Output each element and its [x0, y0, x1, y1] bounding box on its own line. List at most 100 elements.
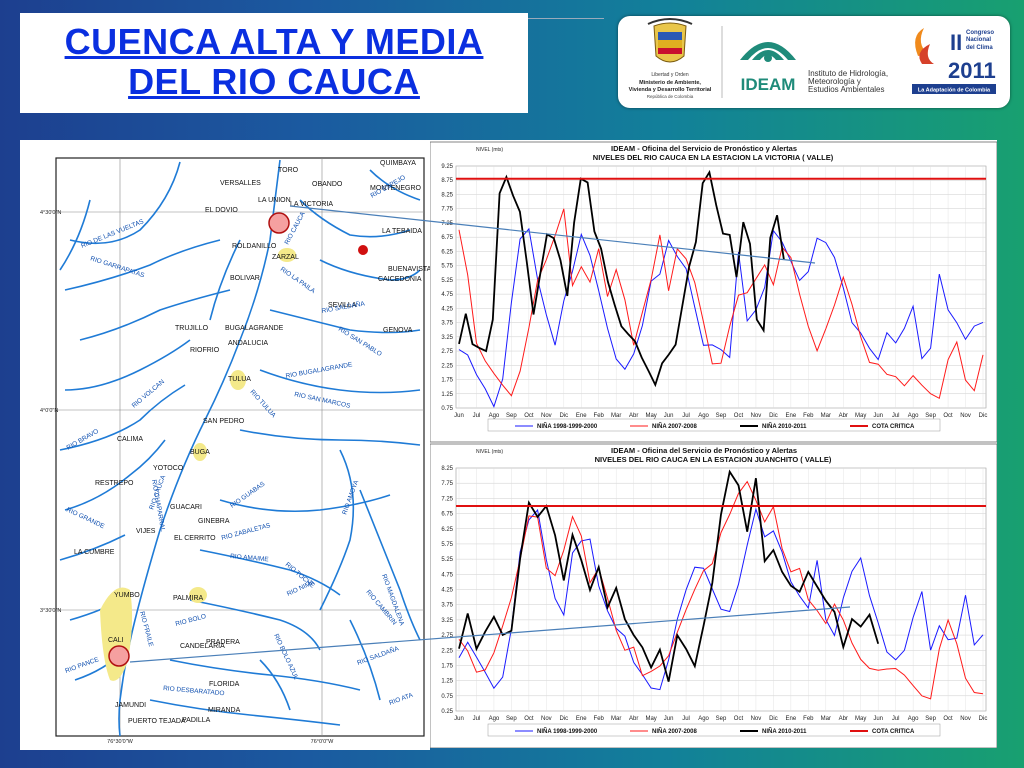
y-tick-label: 6.75	[441, 512, 453, 518]
map-town-label: MIRANDA	[208, 707, 241, 714]
ideam-wordmark: IDEAM	[741, 75, 796, 94]
level-charts-panel: IDEAM - Oficina del Servicio de Pronósti…	[429, 140, 998, 749]
x-tick-label: May	[645, 413, 656, 419]
x-tick-label: Abr	[629, 716, 638, 722]
map-town-label: ROLDANILLO	[232, 243, 277, 250]
map-town-label: TORO	[278, 167, 299, 174]
x-tick-label: Feb	[803, 716, 814, 722]
x-tick-label: Dic	[769, 716, 778, 722]
station-la-victoria-marker	[268, 212, 290, 234]
ministry-country: República de Colombia	[647, 94, 694, 99]
x-tick-label: Dic	[979, 716, 988, 722]
x-tick-label: May	[855, 716, 866, 722]
map-river-label: RIO AMAIME	[230, 553, 270, 563]
y-tick-label: 6.25	[441, 527, 453, 533]
x-tick-label: Ago	[908, 413, 919, 419]
chart-ylabel: NIVEL (mts)	[476, 449, 503, 455]
y-tick-label: 1.75	[441, 378, 453, 384]
y-tick-label: 4.75	[441, 292, 453, 298]
x-tick-label: May	[855, 413, 866, 419]
x-tick-label: Mar	[821, 716, 831, 722]
x-tick-label: Sep	[925, 716, 936, 722]
x-tick-label: Dic	[979, 413, 988, 419]
legend-label: NIÑA 2007-2008	[652, 728, 697, 735]
x-tick-label: Feb	[803, 413, 814, 419]
series-line-2	[458, 480, 984, 700]
y-tick-label: 0.25	[441, 709, 453, 715]
slide-title-line-1: CUENCA ALTA Y MEDIA	[64, 21, 484, 62]
y-tick-label: 5.75	[441, 264, 453, 270]
legend-label: NIÑA 1998-1999-2000	[537, 423, 598, 430]
ideam-sub-3: Estudios Ambientales	[808, 85, 885, 94]
map-town-label: SEVILLA	[328, 302, 357, 309]
x-tick-label: Ene	[576, 413, 587, 419]
map-town-label: FLORIDA	[209, 681, 240, 688]
chart-legend: NIÑA 1998-1999-2000 NIÑA 2007-2008 NIÑA 20…	[487, 418, 941, 432]
chart-title: IDEAM - Oficina del Servicio de Pronósti…	[611, 144, 797, 153]
x-tick-label: May	[645, 716, 656, 722]
x-tick-label: Abr	[629, 413, 638, 419]
x-tick-label: Jun	[873, 413, 883, 419]
map-town-label: LA TEBAIDA	[382, 228, 422, 235]
y-tick-label: 5.75	[441, 542, 453, 548]
map-town-label: MONTENEGRO	[370, 185, 422, 192]
y-tick-label: 3.25	[441, 618, 453, 624]
map-town-label: OBANDO	[312, 181, 343, 188]
x-tick-label: Abr	[839, 716, 848, 722]
chart-subtitle: NIVELES DEL RIO CAUCA EN LA ESTACION LA …	[593, 153, 834, 162]
legend-label: NIÑA 1998-1999-2000	[537, 728, 598, 735]
x-tick-label: Jul	[682, 716, 690, 722]
legend-label: COTA CRITICA	[872, 729, 915, 735]
x-tick-label: Nov	[751, 413, 762, 419]
congreso-tagline: La Adaptación de Colombia	[918, 88, 991, 94]
y-tick-label: 7.75	[441, 481, 453, 487]
map-coordinate-label: 4°0'0"N	[40, 408, 58, 414]
y-tick-label: 6.25	[441, 249, 453, 255]
y-tick-label: 8.25	[441, 466, 453, 472]
congreso-clima: del Clima	[966, 45, 993, 51]
map-town-label: ANDALUCIA	[228, 340, 268, 347]
x-tick-label: Dic	[769, 413, 778, 419]
x-tick-label: Ago	[698, 413, 709, 419]
chart-ylabel: NIVEL (mts)	[476, 147, 503, 153]
map-town-label: LA UNION	[258, 197, 291, 204]
ministry-name-2: Vivienda y Desarrollo Territorial	[629, 87, 712, 93]
x-tick-label: Sep	[925, 413, 936, 419]
logos-svg: Libertad y Orden Ministerio de Ambiente,…	[629, 18, 996, 99]
y-tick-label: 4.75	[441, 572, 453, 578]
map-town-label: QUIMBAYA	[380, 160, 416, 167]
x-tick-label: Nov	[751, 716, 762, 722]
map-town-label: PALMIRA	[173, 595, 204, 602]
legend-label: COTA CRITICA	[872, 424, 915, 430]
x-tick-label: Jun	[454, 716, 464, 722]
y-tick-label: 8.75	[441, 178, 453, 184]
chart-2: IDEAM - Oficina del Servicio de Pronósti…	[429, 443, 998, 749]
map-coordinate-label: 76°30'0"W	[107, 739, 133, 745]
x-tick-label: Mar	[611, 716, 621, 722]
map-coordinate-label: 76°0'0"W	[311, 739, 334, 745]
map-town-label: ZARZAL	[272, 254, 299, 261]
y-tick-label: 7.25	[441, 496, 453, 502]
x-tick-label: Dic	[559, 716, 568, 722]
charts-svg: IDEAM - Oficina del Servicio de Pronósti…	[429, 141, 998, 749]
congreso-year: 2011	[948, 58, 996, 83]
map-town-label: BOLIVAR	[230, 275, 260, 282]
legend-frame	[487, 723, 941, 737]
x-tick-label: Sep	[506, 716, 517, 722]
map-town-label: RESTREPO	[95, 480, 134, 487]
ideam-sub-1: Instituto de Hidrología,	[808, 69, 888, 78]
map-town-label: GINEBRA	[198, 518, 230, 525]
station-juanchito-marker	[108, 645, 130, 667]
map-town-label: TRUJILLO	[175, 325, 209, 332]
x-tick-label: Mar	[821, 413, 831, 419]
map-town-label: EL CERRITO	[174, 535, 216, 542]
x-tick-label: Nov	[541, 716, 552, 722]
y-tick-label: 5.25	[441, 557, 453, 563]
y-tick-label: 7.75	[441, 207, 453, 213]
congreso-roman-numeral: II	[950, 30, 962, 55]
y-tick-label: 3.25	[441, 335, 453, 341]
x-tick-label: Nov	[960, 413, 971, 419]
chart-title: IDEAM - Oficina del Servicio de Pronósti…	[611, 446, 797, 455]
y-tick-label: 4.25	[441, 588, 453, 594]
chart-subtitle: NIVELES DEL RIO CAUCA EN LA ESTACION JUA…	[595, 455, 832, 464]
